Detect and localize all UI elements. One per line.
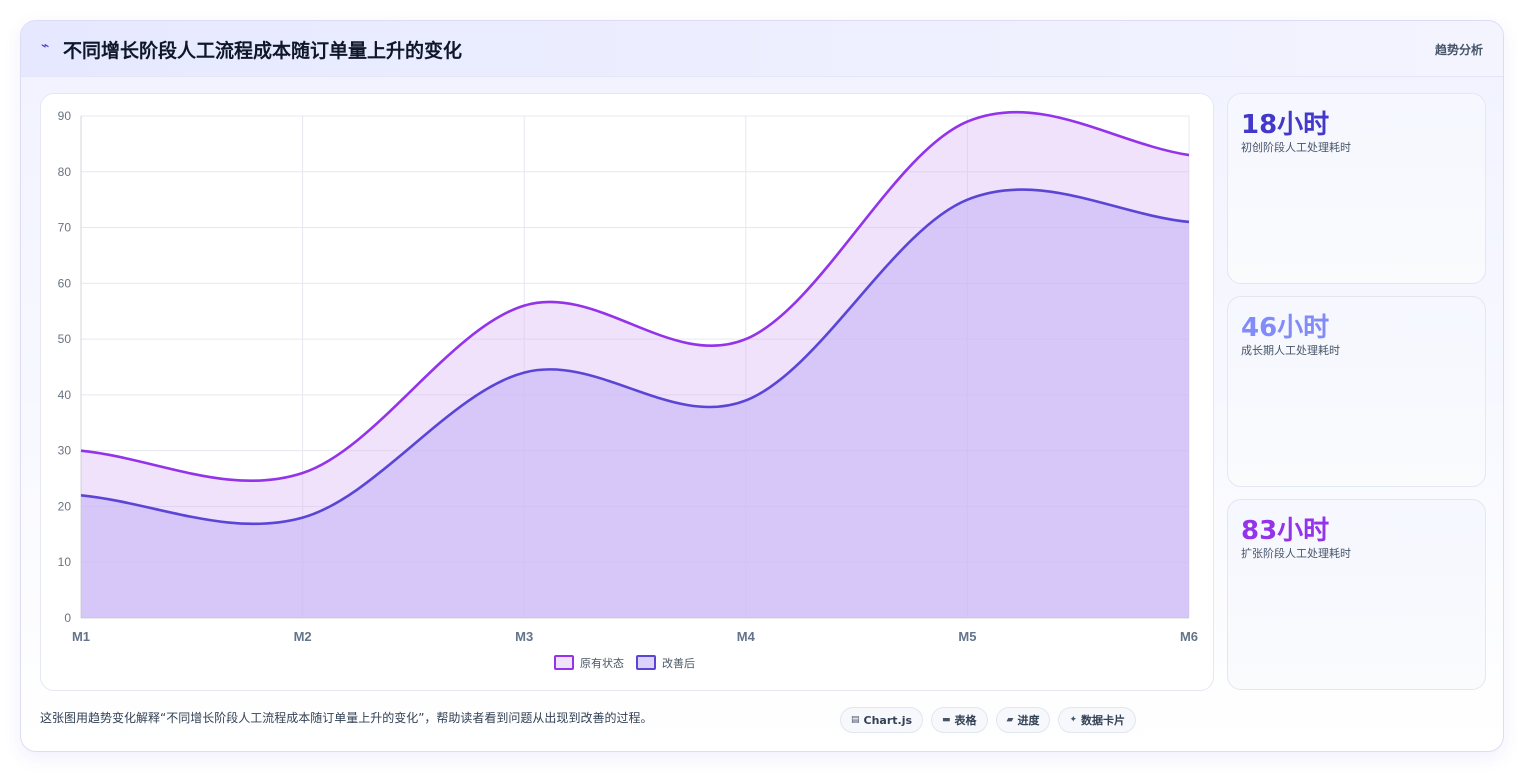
chip-data-card[interactable]: ✦ 数据卡片: [1058, 707, 1137, 733]
chart-description: 这张图用趋势变化解释“不同增长阶段人工流程成本随订单量上升的变化”，帮助读者看到…: [40, 711, 653, 725]
y-tick-label: 40: [58, 388, 72, 402]
x-tick-label: M1: [72, 629, 90, 644]
chart-icon: ▤: [851, 715, 860, 725]
chart-panel: 0 10 20 30 40 50 60 70 80 90 M1 M2 M3 M4 M5 M6 原有状态 改善后: [40, 93, 1214, 691]
table-icon: ▬: [942, 715, 951, 725]
card-header: ⌁ 不同增长阶段人工流程成本随订单量上升的变化 趋势分析: [21, 21, 1503, 77]
series-area-1: [81, 189, 1189, 618]
x-tick-label: M3: [515, 629, 533, 644]
x-tick-label: M2: [294, 629, 312, 644]
stat-label: 初创阶段人工处理耗时: [1241, 141, 1351, 154]
y-tick-label: 30: [58, 444, 72, 458]
stat-card-growth: 46小时 成长期人工处理耗时: [1227, 296, 1486, 487]
chip-label: 表格: [954, 714, 977, 727]
stat-label: 扩张阶段人工处理耗时: [1241, 547, 1351, 560]
stat-value: 18小时: [1241, 110, 1330, 140]
chip-label: Chart.js: [863, 713, 913, 727]
stat-card-expansion: 83小时 扩张阶段人工处理耗时: [1227, 499, 1486, 690]
chip-label: 进度: [1017, 714, 1040, 727]
legend-label-0: 原有状态: [580, 656, 624, 670]
y-tick-label: 60: [58, 276, 72, 290]
chip-label: 数据卡片: [1081, 714, 1126, 727]
x-tick-label: M6: [1180, 629, 1198, 644]
data-card-icon: ✦: [1069, 715, 1078, 725]
chip-progress[interactable]: ▰ 进度: [995, 707, 1051, 733]
trend-analysis-tag: 趋势分析: [1434, 43, 1483, 57]
legend-swatch-0: [554, 655, 574, 670]
tech-chips: ▤ Chart.js ▬ 表格 ▰ 进度 ✦ 数据卡片: [840, 707, 1137, 733]
area-chart: 0 10 20 30 40 50 60 70 80 90 M1 M2 M3 M4 M5 M6 原有状态 改善后: [58, 109, 1198, 670]
legend-swatch-1: [636, 655, 656, 670]
y-tick-label: 50: [58, 332, 72, 346]
stat-label: 成长期人工处理耗时: [1241, 344, 1340, 357]
series-line-1: [80, 188, 1190, 526]
y-tick-label: 0: [64, 611, 71, 625]
legend-label-1: 改善后: [662, 656, 695, 670]
chart-card: ⌁ 不同增长阶段人工流程成本随订单量上升的变化 趋势分析 0 10 20 30 40 50…: [20, 20, 1504, 752]
stat-card-startup: 18小时 初创阶段人工处理耗时: [1227, 93, 1486, 284]
x-tick-label: M5: [958, 629, 976, 644]
progress-icon: ▰: [1006, 715, 1014, 725]
y-tick-label: 70: [58, 221, 72, 235]
stat-value: 46小时: [1241, 313, 1330, 343]
chip-table[interactable]: ▬ 表格: [931, 707, 988, 733]
y-tick-label: 90: [58, 109, 72, 123]
y-tick-label: 10: [58, 555, 72, 569]
trend-icon: ⌁: [41, 38, 50, 54]
x-tick-label: M4: [737, 629, 756, 644]
chip-chartjs[interactable]: ▤ Chart.js: [840, 707, 924, 733]
series-line-0: [80, 110, 1190, 483]
y-tick-label: 20: [58, 499, 72, 513]
stat-value: 83小时: [1241, 516, 1330, 546]
chart-title: 不同增长阶段人工流程成本随订单量上升的变化: [63, 40, 463, 62]
y-tick-label: 80: [58, 165, 72, 179]
